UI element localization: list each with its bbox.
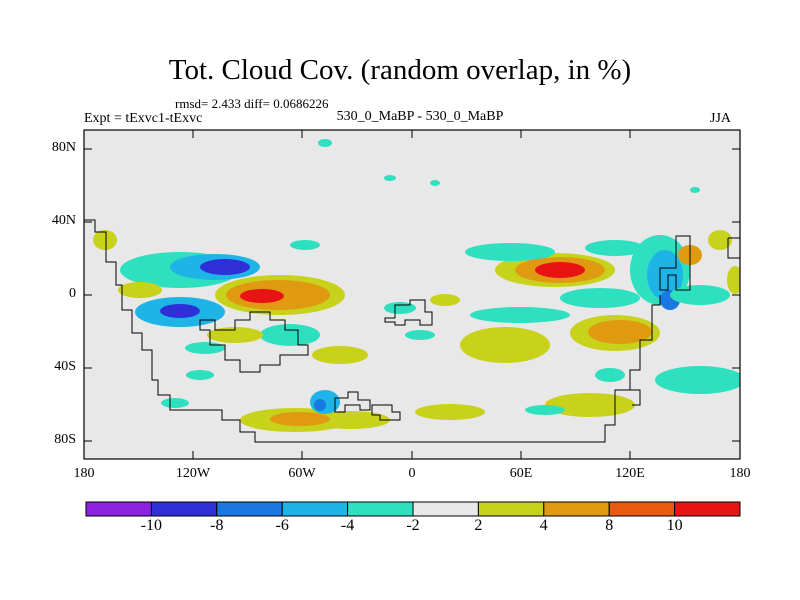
colorbar-tick-label: -10 xyxy=(140,517,163,534)
colorbar-swatch xyxy=(216,501,283,517)
colorbar-tick-label: 4 xyxy=(539,517,548,534)
anomaly-blob xyxy=(670,285,730,305)
antarctic-island-outline xyxy=(334,391,371,413)
colorbar-swatch xyxy=(85,501,152,517)
anomaly-blob xyxy=(118,282,162,298)
anomaly-blob xyxy=(185,342,225,354)
antarctic-island-outline-2 xyxy=(371,404,401,421)
colorbar-swatch xyxy=(412,501,479,517)
anomaly-blob xyxy=(690,187,700,193)
anomaly-blob xyxy=(595,368,625,382)
colorbar-swatch xyxy=(674,501,741,517)
anomaly-blob xyxy=(384,175,396,181)
anomaly-blob xyxy=(318,139,332,147)
anomaly-blob xyxy=(460,327,550,363)
lon-label-120w: 120W xyxy=(175,466,211,481)
anomaly-blob xyxy=(585,240,645,256)
lat-label-80n: 80N xyxy=(51,140,76,155)
anomaly-blob xyxy=(160,304,200,318)
anomaly-blob xyxy=(405,330,435,340)
anomaly-field xyxy=(93,139,740,432)
plot-title: Tot. Cloud Cov. (random overlap, in %) xyxy=(168,54,632,86)
colorbar-swatch xyxy=(608,501,676,517)
lat-label-40s: 40S xyxy=(54,359,76,374)
anomaly-blob xyxy=(727,266,740,294)
colorbar-tick-label: 2 xyxy=(474,517,483,534)
anomaly-blob xyxy=(525,405,565,415)
lat-label-40n: 40N xyxy=(51,213,76,228)
experiment-label: Expt = tExvc1-tExvc xyxy=(84,111,203,126)
anomaly-blob xyxy=(314,399,326,411)
colorbar-swatch xyxy=(347,501,414,517)
anomaly-blob xyxy=(535,262,585,278)
anomaly-blob xyxy=(708,230,732,250)
colorbar-tick-label: -4 xyxy=(340,517,355,534)
anomaly-blob xyxy=(465,243,555,261)
anomaly-blob xyxy=(430,294,460,306)
anomaly-blob xyxy=(384,302,416,314)
anomaly-blob xyxy=(588,320,652,344)
lat-label-80s: 80S xyxy=(54,432,76,447)
colorbar-swatch xyxy=(543,501,610,517)
anomaly-blob xyxy=(161,398,189,408)
rmsd-diff-stats: rmsd= 2.433 diff= 0.0686226 xyxy=(175,96,329,111)
anomaly-blob xyxy=(545,393,635,417)
anomaly-blob xyxy=(647,250,683,300)
season-label: JJA xyxy=(710,111,732,126)
lon-label-60w: 60W xyxy=(288,466,316,481)
anomaly-blob xyxy=(93,230,117,250)
americas-outline xyxy=(84,219,661,443)
colorbar-tick-label: -6 xyxy=(275,517,289,534)
lon-label-180e: 180 xyxy=(729,466,751,481)
anomaly-blob xyxy=(415,404,485,420)
colorbar xyxy=(85,501,741,517)
anomaly-blob xyxy=(290,240,320,250)
anomaly-blob xyxy=(312,346,368,364)
africa-outline xyxy=(384,299,433,326)
anomaly-blob xyxy=(200,259,250,275)
land-outlines xyxy=(84,219,740,443)
colorbar-tick-label: -8 xyxy=(210,517,224,534)
anomaly-blob xyxy=(186,370,214,380)
anomaly-blob xyxy=(470,307,570,323)
colorbar-tick-label: 10 xyxy=(666,517,683,534)
lon-label-120e: 120E xyxy=(615,466,645,481)
asia-outline xyxy=(659,235,691,291)
lon-label-0: 0 xyxy=(408,466,416,481)
anomaly-blob xyxy=(270,412,330,426)
x-ticks xyxy=(192,130,631,459)
y-ticks xyxy=(84,148,740,442)
colorbar-tick-label: -2 xyxy=(406,517,420,534)
colorbar-swatch xyxy=(281,501,349,517)
lon-label-60e: 60E xyxy=(509,466,533,481)
anomaly-blob xyxy=(207,327,263,343)
anomaly-blob xyxy=(560,288,640,308)
anomaly-blob xyxy=(655,366,740,394)
lon-label-180w: 180 xyxy=(73,466,95,481)
anomaly-blob xyxy=(240,289,284,303)
colorbar-swatch xyxy=(477,501,545,517)
lat-label-eq: 0 xyxy=(69,286,76,301)
colorbar-swatch xyxy=(150,501,218,517)
south-america-outline xyxy=(199,311,309,373)
australia-outline xyxy=(630,389,641,406)
pacific-island-outline xyxy=(727,237,740,259)
anomaly-blob xyxy=(260,324,320,346)
colorbar-tick-label: 8 xyxy=(605,517,614,534)
anomaly-blob xyxy=(430,180,440,186)
plot-subtitle: 530_0_MaBP - 530_0_MaBP xyxy=(336,109,504,124)
